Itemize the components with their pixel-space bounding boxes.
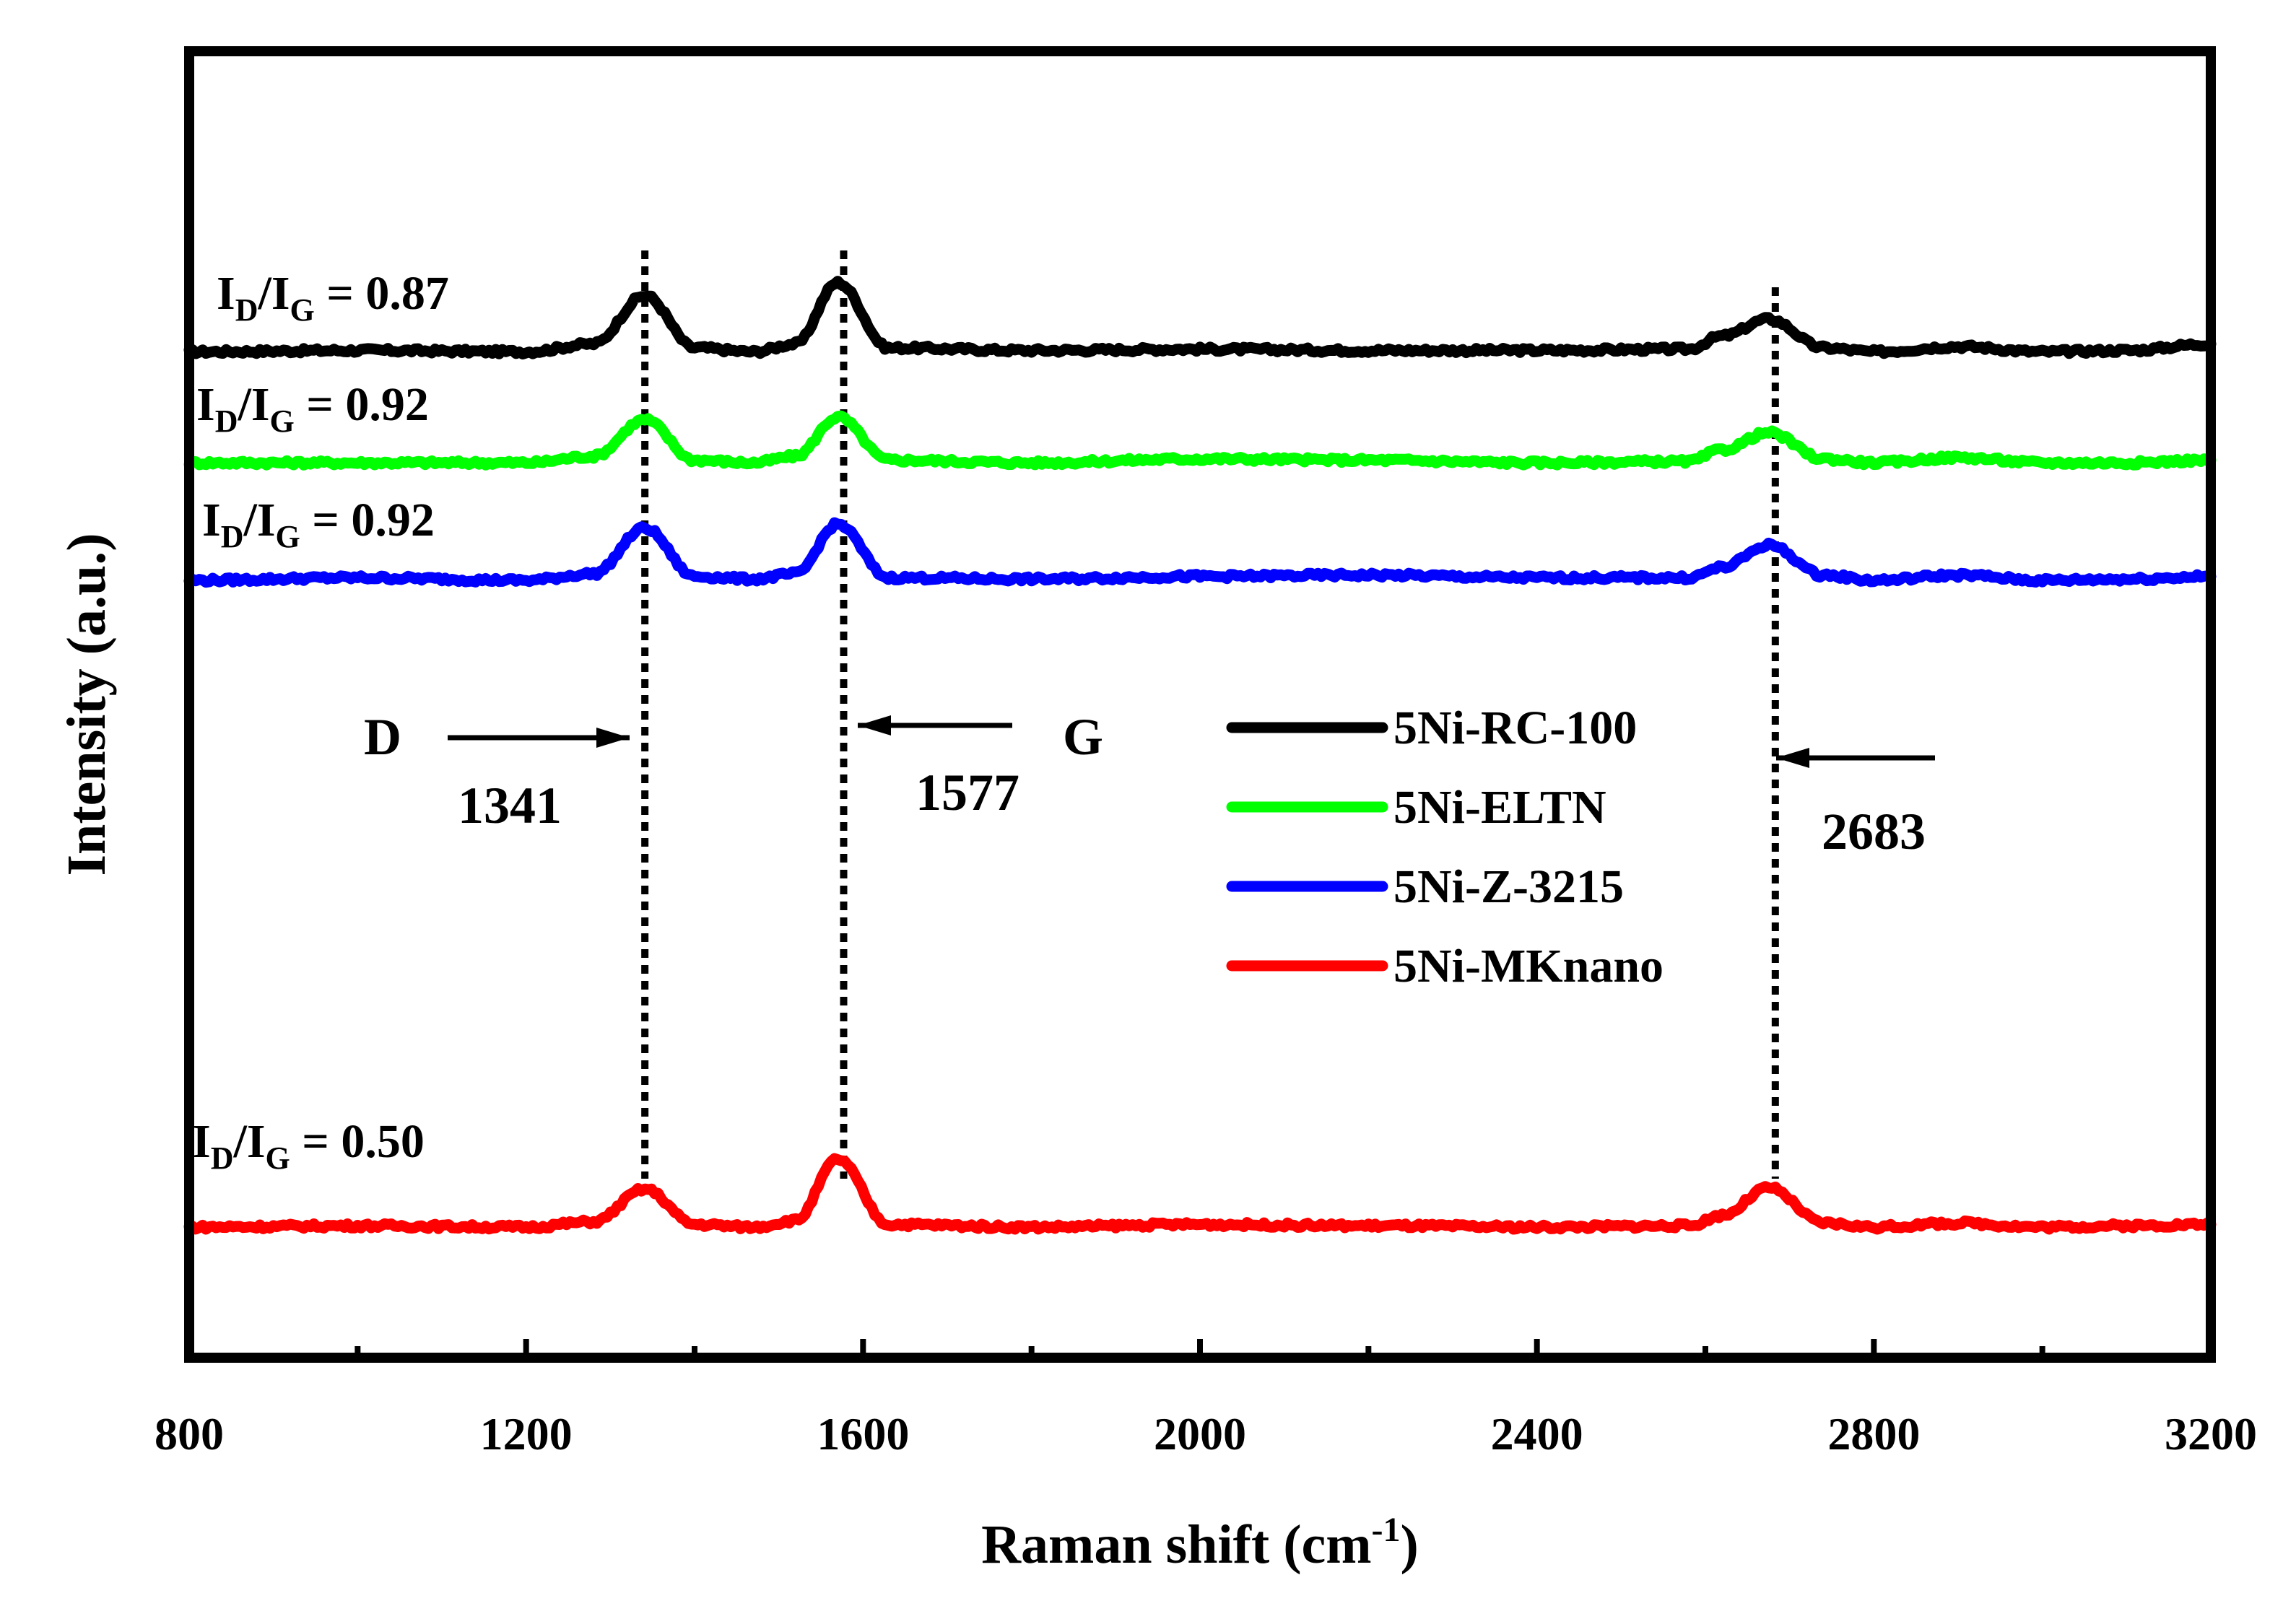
legend-label-5Ni-RC-100: 5Ni-RC-100 (1393, 702, 1637, 754)
y-axis-title: Intensity (a.u.) (56, 533, 117, 876)
peak-name-D: D (364, 708, 401, 766)
x-tick-label-2400: 2400 (1491, 1408, 1583, 1459)
x-axis-title: Raman shift (cm-1) (981, 1511, 1419, 1575)
x-tick-label-2000: 2000 (1154, 1408, 1246, 1459)
peak-value-G: 1577 (916, 764, 1019, 821)
ratio-label-5Ni-ELTN: ID/IG = 0.92 (196, 378, 429, 439)
ratio-label-5Ni-RC-100: ID/IG = 0.87 (217, 267, 449, 328)
series-line-5Ni-MKnano (183, 1153, 2217, 1235)
peak-arrow-2D-head (1776, 748, 1809, 768)
ratio-label-part: D (235, 292, 258, 328)
ratio-label-part: / (237, 378, 252, 431)
plot-frame (184, 46, 2216, 1363)
ratio-label-part: = 0.92 (300, 494, 435, 546)
series-line-5Ni-RC-100 (183, 276, 2217, 359)
x-axis-title-end: ) (1401, 1514, 1419, 1575)
peak-arrow-G-head (858, 715, 891, 736)
x-tick-label-2800: 2800 (1827, 1408, 1920, 1459)
peak-annotations: D 1341 G 1577 2683 (364, 708, 1935, 860)
ratio-label-part: G (270, 403, 295, 439)
legend-label-5Ni-ELTN: 5Ni-ELTN (1393, 781, 1606, 834)
ratio-label-part: G (290, 292, 315, 328)
ratio-label-part: / (243, 494, 258, 546)
spectra-series (183, 276, 2217, 1235)
x-tick-label-1600: 1600 (817, 1408, 909, 1459)
ratio-label-part: = 0.87 (315, 267, 449, 320)
ratio-label-part: = 0.92 (295, 378, 429, 431)
ratio-label-part: I (217, 267, 235, 320)
legend-label-5Ni-MKnano: 5Ni-MKnano (1393, 940, 1664, 992)
ratio-label-part: D (211, 1140, 234, 1176)
peak-value-D: 1341 (458, 777, 562, 834)
peak-value-2D: 2683 (1822, 803, 1926, 860)
x-axis-tick-labels: 800 1200 1600 2000 2400 2800 3200 (155, 1408, 2257, 1459)
x-tick-label-3200: 3200 (2165, 1408, 2257, 1459)
x-axis-title-text: Raman shift (cm (981, 1514, 1371, 1575)
peak-arrow-D-head (596, 728, 630, 748)
ratio-label-part: = 0.50 (290, 1115, 425, 1168)
ratio-label-5Ni-Z-3215: ID/IG = 0.92 (202, 494, 435, 554)
ratio-label-part: I (196, 378, 215, 431)
ratio-label-part: I (251, 378, 270, 431)
ratio-label-part: / (232, 1115, 248, 1168)
legend-label-5Ni-Z-3215: 5Ni-Z-3215 (1393, 860, 1624, 913)
x-tick-label-1200: 1200 (480, 1408, 573, 1459)
ratio-label-part: / (257, 267, 272, 320)
peak-name-G: G (1063, 708, 1103, 766)
x-tick-label-800: 800 (155, 1408, 224, 1459)
ratio-label-part: D (215, 403, 238, 439)
ratio-label-part: I (257, 494, 276, 546)
ratio-label-part: G (276, 519, 300, 554)
ratio-label-5Ni-MKnano: ID/IG = 0.50 (192, 1115, 425, 1176)
ratio-label-part: D (221, 519, 244, 554)
ratio-label-part: G (266, 1140, 290, 1176)
series-line-5Ni-ELTN (183, 410, 2217, 471)
ratio-label-part: I (192, 1115, 211, 1168)
legend: 5Ni-RC-100 5Ni-ELTN 5Ni-Z-3215 5Ni-MKnano (1226, 702, 1664, 992)
x-axis-title-superscript: -1 (1372, 1511, 1401, 1549)
ratio-label-part: I (247, 1115, 266, 1168)
ratio-label-part: I (202, 494, 221, 546)
ratio-label-part: I (271, 267, 290, 320)
series-line-5Ni-Z-3215 (183, 517, 2217, 588)
